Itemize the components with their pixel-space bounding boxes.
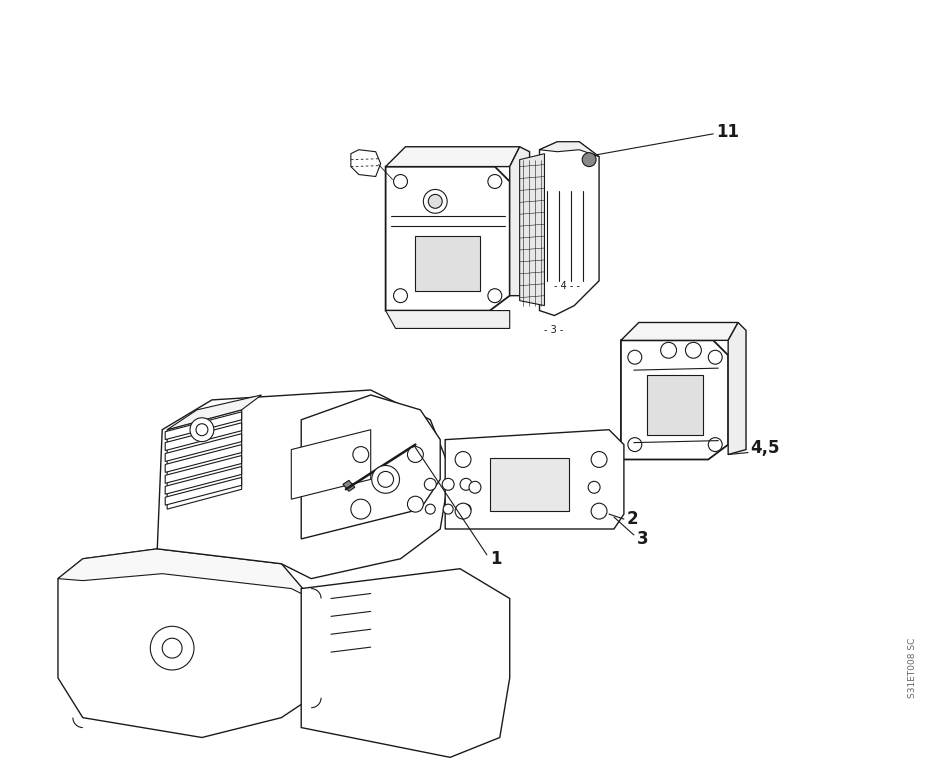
Circle shape xyxy=(592,451,607,468)
Polygon shape xyxy=(728,322,746,454)
Polygon shape xyxy=(520,154,544,306)
Polygon shape xyxy=(167,395,262,429)
Polygon shape xyxy=(385,310,510,328)
Text: 4,5: 4,5 xyxy=(750,439,779,457)
Circle shape xyxy=(455,503,471,519)
Circle shape xyxy=(423,189,447,213)
Circle shape xyxy=(592,503,607,519)
Polygon shape xyxy=(167,410,242,509)
Circle shape xyxy=(429,194,442,209)
Polygon shape xyxy=(165,467,242,494)
Circle shape xyxy=(488,174,502,188)
Circle shape xyxy=(350,499,371,519)
Polygon shape xyxy=(165,422,242,450)
Circle shape xyxy=(443,504,453,514)
Circle shape xyxy=(455,451,471,468)
Polygon shape xyxy=(301,569,510,757)
Circle shape xyxy=(588,482,600,493)
Circle shape xyxy=(162,638,182,658)
Text: - 3 -: - 3 - xyxy=(544,325,564,335)
Circle shape xyxy=(424,478,436,490)
Circle shape xyxy=(461,504,471,514)
Polygon shape xyxy=(343,480,355,491)
Text: - 4 - -: - 4 - - xyxy=(555,281,580,291)
Circle shape xyxy=(151,626,194,670)
Polygon shape xyxy=(165,433,242,461)
Circle shape xyxy=(469,482,481,493)
Circle shape xyxy=(488,289,502,303)
Circle shape xyxy=(196,424,208,436)
Polygon shape xyxy=(621,322,739,340)
Circle shape xyxy=(353,447,368,462)
Circle shape xyxy=(582,152,596,166)
Polygon shape xyxy=(157,390,450,579)
Polygon shape xyxy=(415,236,479,291)
Polygon shape xyxy=(540,142,599,156)
Polygon shape xyxy=(490,457,569,511)
Circle shape xyxy=(408,447,423,462)
Polygon shape xyxy=(165,412,242,440)
Circle shape xyxy=(686,342,702,358)
Polygon shape xyxy=(58,548,311,738)
Circle shape xyxy=(190,418,214,442)
Circle shape xyxy=(660,342,676,358)
Circle shape xyxy=(426,504,435,514)
Circle shape xyxy=(628,438,642,451)
Circle shape xyxy=(708,350,723,364)
Circle shape xyxy=(378,471,394,487)
Text: 1: 1 xyxy=(490,550,501,568)
Circle shape xyxy=(708,438,723,451)
Circle shape xyxy=(408,496,423,512)
Polygon shape xyxy=(621,340,728,460)
Polygon shape xyxy=(540,142,599,316)
Circle shape xyxy=(628,350,642,364)
Circle shape xyxy=(372,465,399,493)
Polygon shape xyxy=(291,429,371,499)
Polygon shape xyxy=(301,395,440,539)
Text: 3: 3 xyxy=(637,530,648,548)
Polygon shape xyxy=(385,147,520,166)
Polygon shape xyxy=(446,429,624,529)
Polygon shape xyxy=(647,375,704,435)
Text: 11: 11 xyxy=(716,123,739,141)
Circle shape xyxy=(460,478,472,490)
Polygon shape xyxy=(165,478,242,505)
Polygon shape xyxy=(165,444,242,472)
Polygon shape xyxy=(510,147,529,296)
Text: 2: 2 xyxy=(626,510,639,528)
Polygon shape xyxy=(350,149,381,177)
Circle shape xyxy=(394,289,408,303)
Circle shape xyxy=(394,174,408,188)
Polygon shape xyxy=(58,548,311,598)
Text: S31ET008 SC: S31ET008 SC xyxy=(908,637,918,698)
Circle shape xyxy=(442,478,454,490)
Polygon shape xyxy=(165,456,242,483)
Polygon shape xyxy=(385,166,510,310)
